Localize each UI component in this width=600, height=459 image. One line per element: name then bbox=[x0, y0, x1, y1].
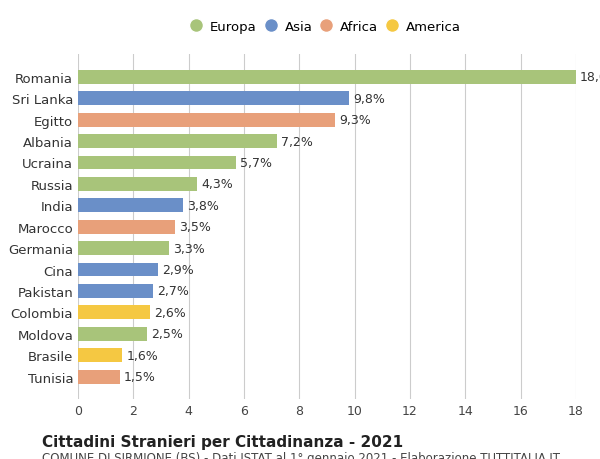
Text: 18,0%: 18,0% bbox=[580, 71, 600, 84]
Bar bbox=[78, 327, 147, 341]
Bar bbox=[78, 220, 175, 234]
Text: 1,5%: 1,5% bbox=[124, 370, 155, 383]
Text: Cittadini Stranieri per Cittadinanza - 2021: Cittadini Stranieri per Cittadinanza - 2… bbox=[42, 434, 403, 449]
Text: 3,3%: 3,3% bbox=[173, 242, 205, 255]
Text: 9,3%: 9,3% bbox=[340, 114, 371, 127]
Bar bbox=[78, 241, 169, 256]
Text: 2,7%: 2,7% bbox=[157, 285, 189, 298]
Bar bbox=[78, 370, 119, 384]
Text: 3,5%: 3,5% bbox=[179, 221, 211, 234]
Bar bbox=[78, 284, 152, 298]
Legend: Europa, Asia, Africa, America: Europa, Asia, Africa, America bbox=[189, 17, 465, 38]
Text: 1,6%: 1,6% bbox=[127, 349, 158, 362]
Text: 7,2%: 7,2% bbox=[281, 135, 313, 148]
Bar bbox=[78, 348, 122, 362]
Bar bbox=[78, 306, 150, 319]
Bar bbox=[78, 92, 349, 106]
Text: 5,7%: 5,7% bbox=[240, 157, 272, 170]
Bar bbox=[78, 178, 197, 191]
Bar bbox=[78, 156, 236, 170]
Text: 9,8%: 9,8% bbox=[353, 93, 385, 106]
Text: 2,5%: 2,5% bbox=[151, 328, 183, 341]
Text: 2,9%: 2,9% bbox=[163, 263, 194, 276]
Bar bbox=[78, 113, 335, 127]
Bar bbox=[78, 263, 158, 277]
Bar bbox=[78, 199, 183, 213]
Text: 3,8%: 3,8% bbox=[187, 199, 219, 213]
Bar bbox=[78, 71, 576, 84]
Text: 4,3%: 4,3% bbox=[201, 178, 233, 191]
Text: COMUNE DI SIRMIONE (BS) - Dati ISTAT al 1° gennaio 2021 - Elaborazione TUTTITALI: COMUNE DI SIRMIONE (BS) - Dati ISTAT al … bbox=[42, 451, 560, 459]
Bar bbox=[78, 135, 277, 149]
Text: 2,6%: 2,6% bbox=[154, 306, 186, 319]
